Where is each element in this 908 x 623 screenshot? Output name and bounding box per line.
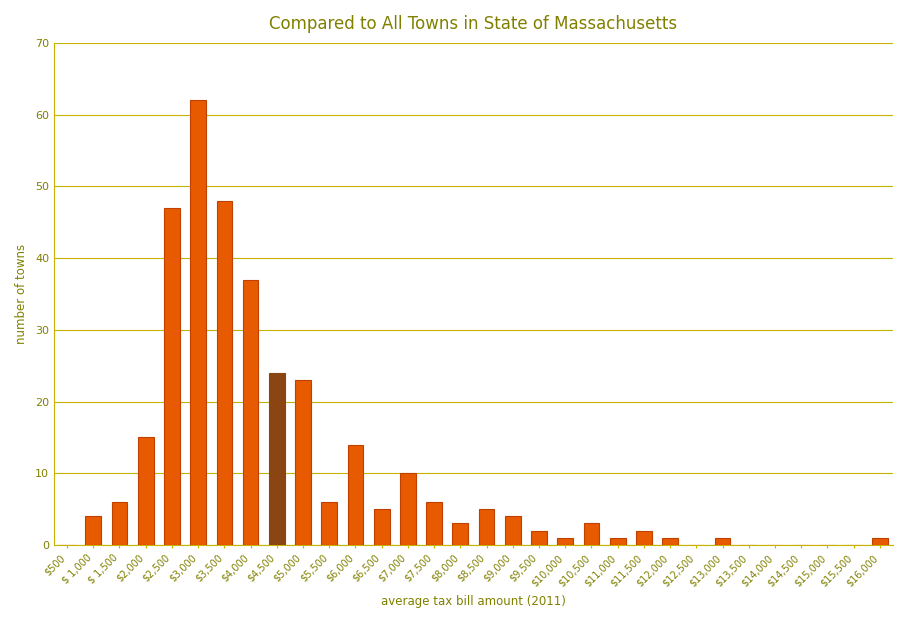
Bar bbox=[191, 100, 206, 545]
Bar bbox=[374, 509, 390, 545]
Bar bbox=[479, 509, 495, 545]
Bar bbox=[636, 531, 652, 545]
Bar bbox=[452, 523, 469, 545]
Bar bbox=[269, 373, 285, 545]
Bar bbox=[295, 380, 311, 545]
Bar bbox=[505, 516, 520, 545]
Bar bbox=[85, 516, 101, 545]
Bar bbox=[426, 502, 442, 545]
Y-axis label: number of towns: number of towns bbox=[15, 244, 28, 344]
Bar bbox=[715, 538, 730, 545]
Bar bbox=[348, 445, 363, 545]
Bar bbox=[584, 523, 599, 545]
Bar bbox=[400, 473, 416, 545]
X-axis label: average tax bill amount (2011): average tax bill amount (2011) bbox=[381, 595, 566, 608]
Bar bbox=[610, 538, 626, 545]
Bar bbox=[242, 280, 259, 545]
Title: Compared to All Towns in State of Massachusetts: Compared to All Towns in State of Massac… bbox=[270, 15, 677, 33]
Bar bbox=[662, 538, 678, 545]
Bar bbox=[164, 208, 180, 545]
Bar bbox=[138, 437, 153, 545]
Bar bbox=[872, 538, 888, 545]
Bar bbox=[321, 502, 337, 545]
Bar bbox=[531, 531, 547, 545]
Bar bbox=[558, 538, 573, 545]
Bar bbox=[112, 502, 127, 545]
Bar bbox=[216, 201, 232, 545]
